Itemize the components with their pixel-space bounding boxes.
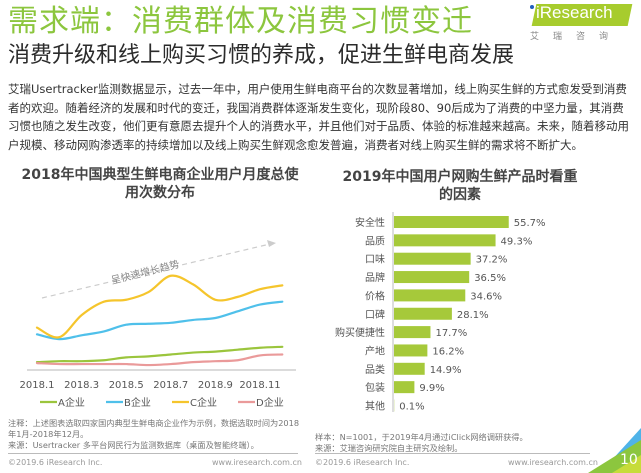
legend-label: B企业 bbox=[124, 396, 151, 409]
bar-category-label: 购买便捷性 bbox=[335, 326, 385, 339]
footer-copyright-left: ©2019.6 iResearch Inc. bbox=[8, 458, 103, 467]
bar bbox=[394, 252, 471, 265]
series-line-A企业 bbox=[35, 345, 284, 364]
bar bbox=[394, 289, 466, 302]
x-tick-label: 2018.1 bbox=[20, 380, 55, 391]
bar-category-label: 其他 bbox=[365, 400, 385, 413]
bar-value-label: 55.7% bbox=[514, 218, 546, 229]
trend-arrow-line bbox=[41, 243, 271, 299]
bar-category-label: 品类 bbox=[365, 363, 385, 376]
bar-value-label: 28.1% bbox=[457, 310, 489, 321]
trend-arrowhead-icon bbox=[267, 240, 276, 247]
bar-category-label: 口碑 bbox=[365, 308, 385, 321]
logo-chinese-text: 艾瑞咨询 bbox=[530, 32, 623, 42]
bar bbox=[394, 344, 428, 357]
x-tick-label: 2018.5 bbox=[109, 380, 144, 391]
series-line-D企业 bbox=[35, 353, 284, 367]
bar-category-label: 品质 bbox=[365, 235, 385, 247]
bar bbox=[394, 307, 452, 320]
bar bbox=[394, 381, 415, 394]
bar-category-label: 价格 bbox=[365, 289, 385, 302]
x-tick-label: 2018.3 bbox=[64, 380, 99, 391]
bar-category-label: 包装 bbox=[365, 381, 385, 394]
bar-value-label: 36.5% bbox=[474, 273, 506, 284]
footer-url-right: www.iresearch.com.cn bbox=[508, 458, 598, 467]
bar bbox=[394, 326, 431, 339]
bar bbox=[394, 271, 470, 284]
bar-category-label: 品牌 bbox=[365, 271, 385, 284]
footer-copyright-right: ©2019.6 iResearch Inc. bbox=[315, 458, 410, 467]
series-line-B企业 bbox=[35, 300, 284, 341]
x-tick-label: 2018.9 bbox=[198, 380, 233, 391]
page-title: 需求端：消费群体及消费习惯变迁 bbox=[8, 4, 473, 39]
intro-paragraph: 艾瑞Usertracker监测数据显示，过去一年中，用户使用生鲜电商平台的次数显… bbox=[8, 82, 629, 152]
bar-category-label: 口味 bbox=[365, 254, 385, 266]
bar bbox=[394, 234, 496, 247]
iresearch-logo: iResearch 艾瑞咨询 bbox=[528, 3, 633, 42]
right-note-line2: 来源：艾瑞咨询研究院自主研究及绘制。 bbox=[315, 443, 463, 453]
bar-value-label: 9.9% bbox=[419, 383, 444, 394]
bar bbox=[394, 362, 425, 375]
bar-value-label: 49.3% bbox=[501, 236, 533, 247]
bar-category-label: 产地 bbox=[365, 344, 385, 357]
logo-dot-icon bbox=[530, 5, 534, 9]
left-note-line2: 来源：Usertracker 多平台网民行为监测数据库（桌面及智能终端）。 bbox=[8, 440, 259, 450]
bar bbox=[394, 216, 509, 228]
bar-category-label: 安全性 bbox=[355, 216, 385, 229]
series-line-C企业 bbox=[35, 274, 284, 339]
bar-value-label: 16.2% bbox=[432, 346, 464, 357]
bar-value-label: 37.2% bbox=[476, 255, 508, 266]
bar-value-label: 0.1% bbox=[399, 402, 424, 413]
legend-label: C企业 bbox=[190, 396, 217, 409]
legend-label: A企业 bbox=[58, 396, 85, 409]
right-note-line1: 样本：N=1001，于2019年4月通过iClick网络调研获得。 bbox=[315, 432, 528, 442]
footer-url-left: www.iresearch.com.cn bbox=[212, 458, 302, 467]
bar-value-label: 14.9% bbox=[430, 365, 462, 376]
trend-annotation: 呈快速增长趋势 bbox=[110, 257, 181, 287]
x-tick-label: 2018.11 bbox=[239, 380, 280, 391]
left-note-line1: 注释：上述图表选取四家国内典型生鲜电商企业作为示例，数据选取时间为2018年1月… bbox=[8, 418, 300, 439]
x-tick-label: 2018.7 bbox=[153, 380, 188, 391]
line-chart-title: 2018年中国典型生鲜电商企业用户月度总使用次数分布 bbox=[21, 167, 299, 201]
left-footer-divider bbox=[8, 453, 298, 454]
bar-chart-title: 2019年中国用户网购生鲜产品时看重的因素 bbox=[342, 169, 578, 203]
right-footer-divider bbox=[315, 453, 590, 454]
page-subtitle: 消费升级和线上购买习惯的养成，促进生鲜电商发展 bbox=[8, 43, 515, 68]
logo-text: iResearch bbox=[536, 3, 613, 22]
bar-value-label: 34.6% bbox=[470, 291, 502, 302]
bar-value-label: 17.7% bbox=[435, 328, 467, 339]
page-number: 10 bbox=[620, 452, 638, 468]
legend-label: D企业 bbox=[256, 396, 284, 409]
right-note: 样本：N=1001，于2019年4月通过iClick网络调研获得。 来源：艾瑞咨… bbox=[315, 432, 605, 454]
left-note: 注释：上述图表选取四家国内典型生鲜电商企业作为示例，数据选取时间为2018年1月… bbox=[8, 418, 300, 451]
